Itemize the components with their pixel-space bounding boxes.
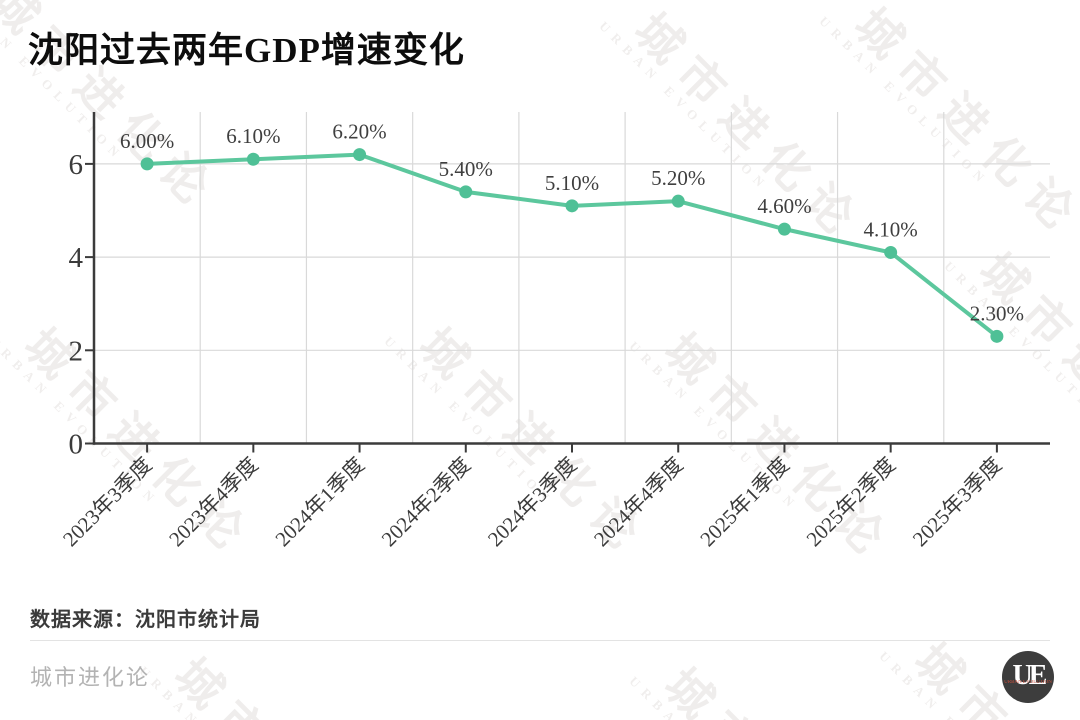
- x-tick-label: 2024年3季度: [483, 453, 582, 552]
- brand-logo-icon: UE URBAN EVOLUTION: [1002, 651, 1054, 703]
- data-point-label: 6.00%: [120, 129, 174, 153]
- data-point-label: 4.10%: [864, 217, 918, 241]
- data-point-label: 5.40%: [439, 157, 493, 181]
- watermark-cjk: 城市进化论: [164, 649, 413, 720]
- y-tick-label: 4: [69, 242, 84, 274]
- x-tick-label: 2023年4季度: [164, 453, 263, 552]
- data-point: [246, 152, 260, 166]
- x-tick-label: 2025年2季度: [802, 453, 901, 552]
- data-point: [565, 199, 579, 213]
- data-point: [671, 194, 685, 208]
- watermark-latin: URBAN EVOLUTION: [136, 663, 379, 720]
- data-point-label: 2.30%: [970, 301, 1024, 325]
- logo-subtext: URBAN EVOLUTION: [1004, 680, 1052, 686]
- chart-title: 沈阳过去两年GDP增速变化: [28, 31, 465, 70]
- brand-name: 城市进化论: [30, 665, 151, 690]
- data-point-label: 6.10%: [226, 124, 280, 148]
- y-tick-label: 0: [69, 429, 84, 461]
- y-tick-label: 2: [69, 335, 84, 367]
- data-point: [990, 329, 1004, 343]
- data-point-label: 5.20%: [651, 166, 705, 190]
- x-tick-label: 2024年2季度: [377, 453, 476, 552]
- data-point: [140, 157, 154, 171]
- data-point: [884, 245, 898, 259]
- data-point-label: 6.20%: [332, 120, 386, 144]
- x-tick-label: 2024年4季度: [589, 453, 688, 552]
- footer-divider: [30, 640, 1050, 641]
- data-point-label: 4.60%: [757, 194, 811, 218]
- x-tick-label: 2023年3季度: [58, 453, 157, 552]
- data-point: [459, 185, 473, 199]
- data-source: 数据来源：沈阳市统计局: [30, 609, 261, 631]
- y-tick-label: 6: [69, 149, 84, 181]
- watermark-latin: URBAN EVOLUTION: [626, 673, 869, 720]
- data-point-label: 5.10%: [545, 171, 599, 195]
- data-point: [777, 222, 791, 236]
- x-tick-label: 2024年1季度: [270, 453, 369, 552]
- x-tick-label: 2025年1季度: [695, 453, 794, 552]
- data-point: [353, 148, 367, 162]
- x-tick-label: 2025年3季度: [908, 453, 1007, 552]
- watermark-cjk: 城市进化论: [654, 659, 903, 720]
- logo-initials: UE: [1012, 660, 1048, 691]
